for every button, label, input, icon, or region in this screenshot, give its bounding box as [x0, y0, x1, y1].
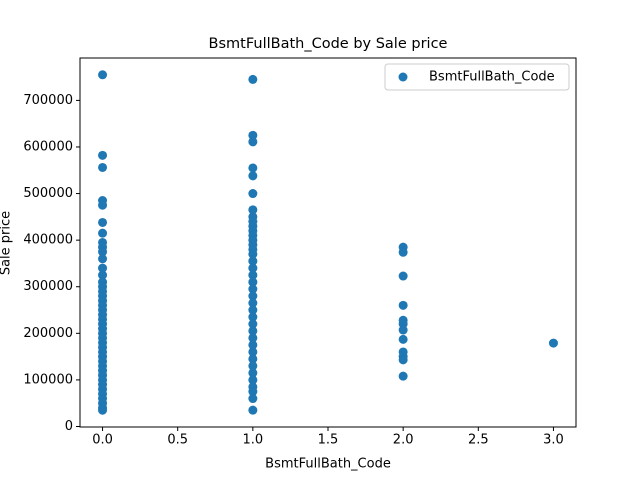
point: [248, 354, 258, 364]
point: [248, 171, 258, 181]
point: [98, 70, 108, 80]
plot-frame: [79, 57, 577, 428]
point: [248, 405, 258, 415]
point: [248, 291, 258, 301]
point: [248, 305, 258, 315]
point: [248, 298, 258, 308]
point: [398, 247, 408, 257]
point: [98, 228, 108, 238]
x-tick-label: 1.5: [318, 433, 339, 448]
point: [248, 277, 258, 287]
point: [398, 271, 408, 281]
legend-marker: [398, 72, 408, 82]
point: [248, 361, 258, 371]
point: [248, 256, 258, 266]
x-axis-label: BsmtFullBath_Code: [265, 457, 391, 472]
point: [98, 270, 108, 280]
point: [98, 150, 108, 160]
point: [248, 394, 258, 404]
point: [98, 263, 108, 273]
legend-box: [384, 63, 570, 91]
point: [248, 284, 258, 294]
point: [248, 340, 258, 350]
chart-title: BsmtFullBath_Code by Sale price: [209, 36, 448, 52]
x-tick-label: 0.0: [92, 433, 113, 448]
y-tick-label: 500000: [23, 186, 73, 201]
point: [248, 270, 258, 280]
point: [248, 319, 258, 329]
y-tick-label: 600000: [23, 139, 73, 154]
y-tick-label: 100000: [23, 372, 73, 387]
point: [398, 371, 408, 381]
x-tick-label: 0.5: [167, 433, 188, 448]
point: [98, 247, 108, 257]
point: [398, 325, 408, 335]
y-tick-label: 0: [65, 419, 73, 434]
point: [98, 405, 108, 415]
point: [248, 326, 258, 336]
point: [248, 249, 258, 259]
x-tick-label: 2.0: [393, 433, 414, 448]
point: [248, 263, 258, 273]
point: [248, 189, 258, 199]
point: [98, 162, 108, 172]
legend-label: BsmtFullBath_Code: [429, 70, 555, 85]
y-tick-label: 400000: [23, 233, 73, 248]
point: [248, 74, 258, 84]
point: [248, 205, 258, 215]
point: [98, 200, 108, 210]
x-tick-label: 2.5: [468, 433, 489, 448]
y-tick-label: 300000: [23, 279, 73, 294]
point: [248, 312, 258, 322]
point: [98, 254, 108, 264]
point: [248, 387, 258, 397]
point: [248, 375, 258, 385]
y-tick-label: 700000: [23, 93, 73, 108]
point: [548, 338, 558, 348]
point: [248, 347, 258, 357]
x-tick-label: 3.0: [543, 433, 564, 448]
point: [248, 368, 258, 378]
point: [248, 333, 258, 343]
y-tick-label: 200000: [23, 326, 73, 341]
point: [248, 137, 258, 147]
point: [98, 217, 108, 227]
point: [398, 334, 408, 344]
point: [248, 163, 258, 173]
point: [398, 355, 408, 365]
point: [398, 300, 408, 310]
x-tick-label: 1.0: [243, 433, 264, 448]
y-axis-label: Sale price: [0, 211, 14, 275]
point: [248, 130, 258, 140]
